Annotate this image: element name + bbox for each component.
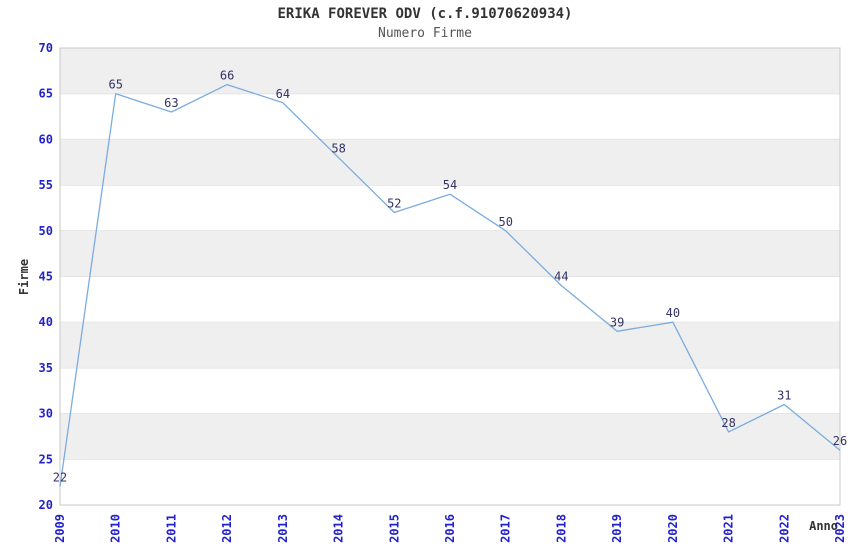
data-label: 22 [53, 471, 67, 485]
x-tick-label: 2014 [332, 514, 346, 543]
data-label: 44 [554, 270, 568, 284]
x-tick-label: 2020 [666, 514, 680, 543]
x-tick-label: 2023 [833, 514, 847, 543]
data-label: 50 [498, 215, 512, 229]
x-tick-label: 2009 [53, 514, 67, 543]
data-label: 63 [164, 96, 178, 110]
data-label: 64 [276, 87, 290, 101]
y-tick-label: 60 [39, 132, 53, 146]
y-tick-label: 25 [39, 452, 53, 466]
data-label: 28 [721, 416, 735, 430]
x-tick-label: 2011 [164, 514, 178, 543]
y-tick-label: 55 [39, 178, 53, 192]
y-tick-label: 50 [39, 224, 53, 238]
grid-band [60, 48, 840, 94]
y-tick-label: 35 [39, 361, 53, 375]
grid-band [60, 322, 840, 368]
x-tick-label: 2012 [220, 514, 234, 543]
grid-band [60, 413, 840, 460]
y-tick-label: 65 [39, 87, 53, 101]
data-label: 54 [443, 178, 457, 192]
y-tick-label: 45 [39, 270, 53, 284]
data-label: 65 [108, 78, 122, 92]
x-tick-label: 2013 [276, 514, 290, 543]
y-tick-label: 30 [39, 407, 53, 421]
y-tick-label: 20 [39, 498, 53, 512]
data-label: 58 [331, 142, 345, 156]
plot-border [59, 47, 841, 506]
x-axis-title: Anno [809, 519, 838, 533]
x-tick-label: 2022 [777, 514, 791, 543]
x-tick-label: 2010 [109, 514, 123, 543]
grid-band [60, 139, 840, 186]
x-tick-label: 2018 [554, 514, 568, 543]
data-label: 66 [220, 69, 234, 83]
y-axis-title: Firme [17, 259, 31, 295]
data-label: 31 [777, 389, 791, 403]
data-label: 40 [666, 306, 680, 320]
x-tick-label: 2015 [387, 514, 401, 543]
y-tick-label: 70 [39, 41, 53, 55]
y-tick-label: 40 [39, 315, 53, 329]
x-tick-label: 2019 [610, 514, 624, 543]
series-line [59, 83, 841, 487]
chart-title: ERIKA FOREVER ODV (c.f.91070620934) [277, 6, 573, 22]
data-label: 39 [610, 315, 624, 329]
data-label: 52 [387, 197, 401, 211]
grid-band [60, 230, 840, 277]
x-tick-label: 2021 [722, 514, 736, 543]
x-tick-label: 2016 [443, 514, 457, 543]
data-label: 26 [833, 434, 847, 448]
x-tick-label: 2017 [499, 514, 513, 543]
chart-subtitle: Numero Firme [378, 26, 472, 41]
